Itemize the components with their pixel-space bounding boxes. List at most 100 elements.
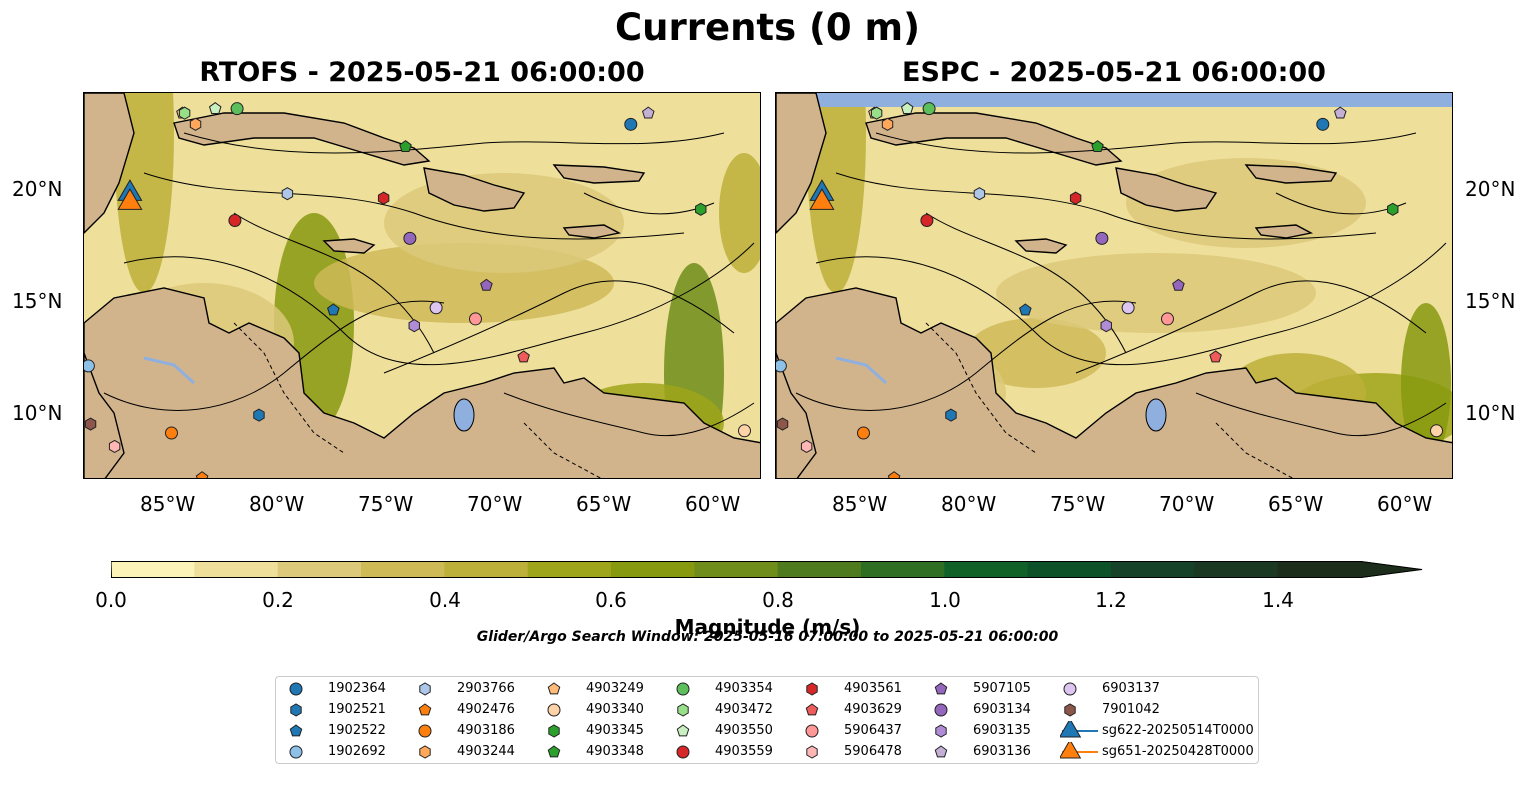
data-point-2903766: [281, 187, 294, 201]
current-streamline: [103, 300, 445, 411]
legend-marker-pentagon: [805, 703, 819, 716]
legend-label: 4903550: [715, 723, 773, 738]
legend-label: sg622-20250514T0000: [1102, 723, 1254, 738]
colorbar-segment: [361, 561, 445, 578]
legend-marker-circle: [418, 724, 432, 738]
data-point-4903186: [856, 426, 870, 440]
land-mass: [1014, 238, 1068, 254]
legend-label: 6903135: [973, 723, 1031, 738]
data-point-4903354: [922, 102, 936, 116]
lon-tick-label: 85°W: [832, 492, 888, 516]
data-point-6903137: [429, 301, 443, 315]
data-point-sg651-20250428T0000: [117, 188, 143, 210]
data-point-sg651-20250428T0000: [809, 188, 835, 210]
colorbar-tick-label: 1.4: [1262, 588, 1294, 612]
legend-marker: [1064, 703, 1076, 717]
legend-label: 4903340: [586, 702, 644, 717]
current-map-espc: [776, 93, 1452, 478]
legend-marker-hexagon: [935, 724, 947, 738]
data-point-4903472: [178, 106, 191, 120]
current-streamline: [925, 212, 1127, 354]
legend-marker-pentagon: [934, 745, 948, 758]
legend-marker-pentagon: [676, 724, 690, 737]
legend-label: sg651-20250428T0000: [1102, 744, 1254, 759]
lake-maracaibo: [453, 398, 475, 432]
legend-marker: [418, 724, 432, 738]
legend-label: 4903345: [586, 723, 644, 738]
legend-label: 7901042: [1102, 702, 1160, 717]
legend-marker: [805, 703, 819, 716]
data-point-1902692: [84, 359, 95, 373]
colorbar-segment: [1111, 561, 1195, 578]
legend-marker-hexagon: [806, 682, 818, 696]
legend-marker-circle: [934, 703, 948, 717]
legend-marker-pentagon: [547, 682, 561, 695]
colorbar-tick-label: 0.2: [262, 588, 294, 612]
legend-marker-circle: [547, 703, 561, 717]
lat-tick-label: 15°N: [12, 289, 63, 313]
data-point-5906437: [468, 312, 482, 326]
legend-marker-circle: [289, 745, 303, 759]
land-mass: [423, 167, 526, 212]
legend-marker-hexagon: [677, 703, 689, 717]
lon-tick-label: 75°W: [1050, 492, 1106, 516]
lake-nicaragua: [835, 356, 888, 385]
legend-marker-hexagon: [806, 745, 818, 759]
legend-marker: [548, 724, 560, 738]
legend-label: 4903354: [715, 681, 773, 696]
map-panel-espc: [775, 92, 1453, 479]
legend-marker-circle: [676, 682, 690, 696]
data-point-6903134: [403, 231, 417, 245]
lat-tick-label: 10°N: [1465, 401, 1516, 425]
legend-label: 4903629: [844, 702, 902, 717]
land-mass: [1115, 167, 1218, 212]
legend-label: 6903137: [1102, 681, 1160, 696]
legend-marker-pentagon: [934, 682, 948, 695]
data-point-6903136: [641, 106, 655, 119]
colorbar-tick-label: 0.0: [95, 588, 127, 612]
lon-tick-label: 80°W: [941, 492, 997, 516]
data-point-6903136: [1333, 106, 1347, 119]
data-point-4903559: [228, 214, 242, 228]
colorbar-extend-arrow: [1361, 561, 1423, 578]
data-point-6903137: [1121, 301, 1135, 315]
legend-label: 4903249: [586, 681, 644, 696]
data-point-4903340: [1430, 424, 1444, 438]
data-point-4903561: [1069, 191, 1082, 205]
legend-marker-triangle: [1060, 742, 1082, 759]
colorbar: [111, 561, 1423, 578]
data-point-7901042: [84, 417, 97, 431]
lat-tick-label: 10°N: [12, 401, 63, 425]
national-border: [925, 322, 1294, 478]
data-point-4903472: [870, 106, 883, 120]
legend-marker: [676, 745, 690, 759]
current-streamline: [1195, 392, 1447, 437]
legend-label: 1902521: [328, 702, 386, 717]
lat-tick-label: 15°N: [1465, 289, 1516, 313]
data-point-4903345: [1387, 202, 1399, 216]
legend-marker-hexagon: [1064, 703, 1076, 717]
colorbar-segment: [944, 561, 1029, 578]
lon-tick-label: 65°W: [576, 492, 632, 516]
legend-label: 1902364: [328, 681, 386, 696]
legend-marker-pentagon: [289, 724, 303, 737]
legend-marker: [676, 724, 690, 737]
legend-marker: [418, 703, 432, 716]
current-streamline: [183, 132, 725, 154]
legend-marker: [677, 703, 689, 717]
legend-marker-triangle: [1060, 721, 1082, 738]
data-point-4903348: [399, 140, 412, 153]
colorbar-segment: [277, 561, 362, 578]
current-streamline: [815, 242, 1447, 366]
data-point-4903244: [881, 117, 894, 131]
colorbar-segment: [111, 561, 195, 578]
legend-marker: [935, 724, 947, 738]
data-point-1902522: [327, 303, 340, 316]
current-jet-region: [966, 318, 1106, 388]
legend-marker-circle: [805, 724, 819, 738]
legend-label: 5907105: [973, 681, 1031, 696]
land-mass: [776, 287, 1452, 478]
legend-marker: [934, 703, 948, 717]
data-point-1902692: [776, 359, 787, 373]
legend-marker-hexagon: [548, 724, 560, 738]
